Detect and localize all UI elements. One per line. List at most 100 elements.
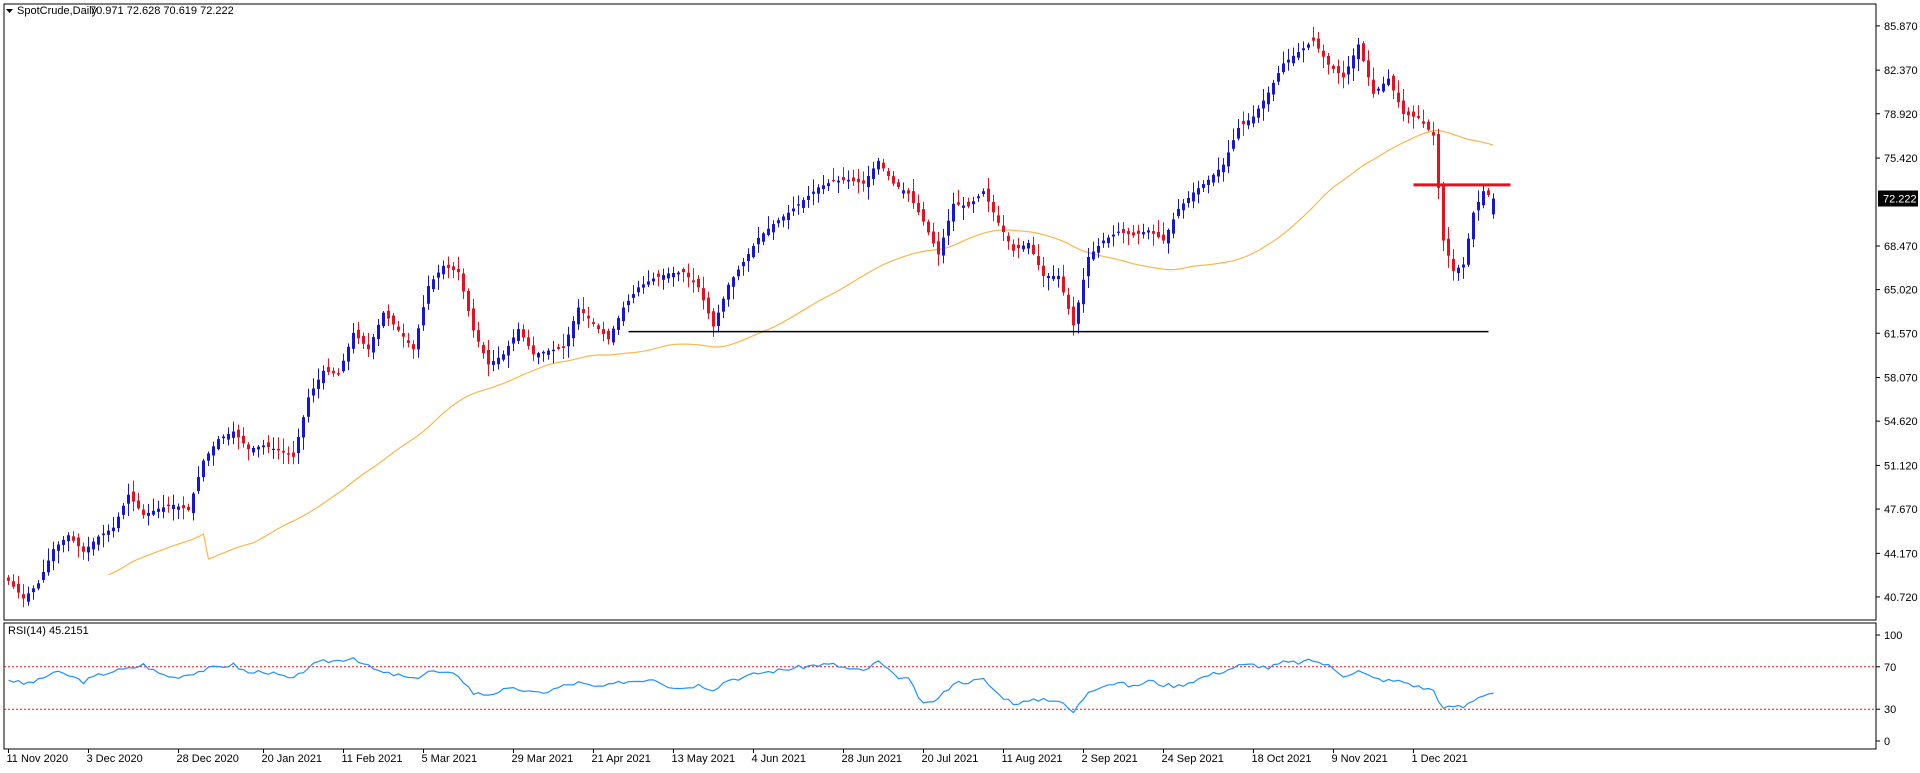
candle-body [1012, 244, 1015, 251]
rsi-tick-label: 30 [1884, 704, 1896, 716]
candle-body [1317, 38, 1320, 49]
candle-body [1407, 111, 1410, 116]
candle-body [747, 254, 750, 262]
time-axis: 11 Nov 2020 3 Dec 2020 28 Dec 2020 20 Jan 2… [7, 749, 1468, 765]
candles-layer [7, 26, 1495, 608]
candle-body [377, 324, 380, 339]
rsi-pane: 100 70 30 0 RSI(14) 45.2151 [3, 622, 1902, 750]
candle-body [627, 300, 630, 306]
candle-body [247, 444, 250, 450]
candle-body [517, 329, 520, 341]
candle-body [772, 224, 775, 233]
candle-body [137, 500, 140, 509]
candle-body [1117, 231, 1120, 233]
candle-body [512, 337, 515, 344]
rsi-tick-label: 100 [1884, 630, 1902, 642]
candle-body [222, 436, 225, 439]
ohlc-label: 70.971 72.628 70.619 72.222 [90, 5, 234, 17]
collapse-arrow-icon[interactable] [6, 9, 13, 13]
candle-body [147, 512, 150, 516]
candle-body [422, 307, 425, 326]
candle-body [1152, 231, 1155, 234]
candle-body [1377, 88, 1380, 91]
candle-body [342, 360, 345, 372]
candle-body [1032, 244, 1035, 255]
candle-body [1257, 108, 1260, 118]
candle-body [767, 228, 770, 235]
candle-body [687, 272, 690, 278]
time-tick-label: 9 Nov 2021 [1332, 753, 1388, 765]
candle-body [1222, 164, 1225, 173]
candle-body [1057, 275, 1060, 280]
candle-body [152, 510, 155, 515]
candle-body [1487, 190, 1490, 195]
candle-body [307, 397, 310, 417]
candle-body [967, 201, 970, 207]
candle-body [647, 281, 650, 285]
candle-body [1442, 186, 1445, 241]
price-tick-label: 85.870 [1884, 21, 1918, 33]
rsi-axis: 100 70 30 0 [1876, 630, 1902, 748]
time-tick-label: 4 Jun 2021 [752, 753, 806, 765]
candle-body [227, 434, 230, 440]
candle-body [1127, 231, 1130, 235]
candle-body [1162, 234, 1165, 241]
candle-body [1142, 232, 1145, 235]
candle-body [107, 530, 110, 535]
candle-body [802, 200, 805, 208]
candle-body [597, 325, 600, 330]
time-tick-label: 11 Aug 2021 [1002, 753, 1063, 765]
price-tick-label: 82.370 [1884, 65, 1918, 77]
price-tick-label: 78.920 [1884, 109, 1918, 121]
candle-body [1282, 63, 1285, 73]
candle-body [702, 288, 705, 301]
time-tick-label: 18 Oct 2021 [1252, 753, 1312, 765]
candle-body [567, 334, 570, 347]
candle-body [1392, 75, 1395, 91]
candle-body [1272, 82, 1275, 95]
candle-body [327, 367, 330, 373]
candle-body [267, 442, 270, 448]
candle-body [452, 266, 455, 271]
candle-body [192, 493, 195, 514]
candle-body [607, 330, 610, 340]
candle-body [1352, 55, 1355, 69]
candle-body [847, 179, 850, 182]
candle-body [1302, 48, 1305, 51]
candle-body [1447, 238, 1450, 256]
candle-body [852, 177, 855, 182]
candle-body [1197, 188, 1200, 195]
candle-body [837, 180, 840, 183]
candle-body [1047, 275, 1050, 279]
candle-body [987, 188, 990, 202]
candle-body [397, 326, 400, 331]
candle-body [1437, 134, 1440, 189]
candle-body [1457, 267, 1460, 274]
candle-body [77, 537, 80, 547]
candle-body [1172, 219, 1175, 234]
candle-body [372, 337, 375, 353]
candle-body [1217, 169, 1220, 177]
candle-body [337, 373, 340, 375]
candle-body [427, 286, 430, 304]
candle-body [1462, 264, 1465, 268]
price-tick-label: 44.170 [1884, 548, 1918, 560]
time-tick-label: 5 Mar 2021 [422, 753, 478, 765]
candle-body [202, 460, 205, 478]
candle-body [742, 262, 745, 267]
candle-body [1402, 100, 1405, 115]
candle-body [442, 265, 445, 275]
moving-average-line [108, 129, 1494, 576]
candle-body [652, 278, 655, 282]
candle-body [957, 202, 960, 205]
candle-body [287, 453, 290, 455]
candle-body [617, 318, 620, 330]
candle-body [632, 294, 635, 298]
rsi-tick-label: 70 [1884, 662, 1896, 674]
candle-body [1372, 79, 1375, 94]
candle-body [357, 329, 360, 339]
candle-body [822, 185, 825, 189]
candle-body [992, 201, 995, 213]
